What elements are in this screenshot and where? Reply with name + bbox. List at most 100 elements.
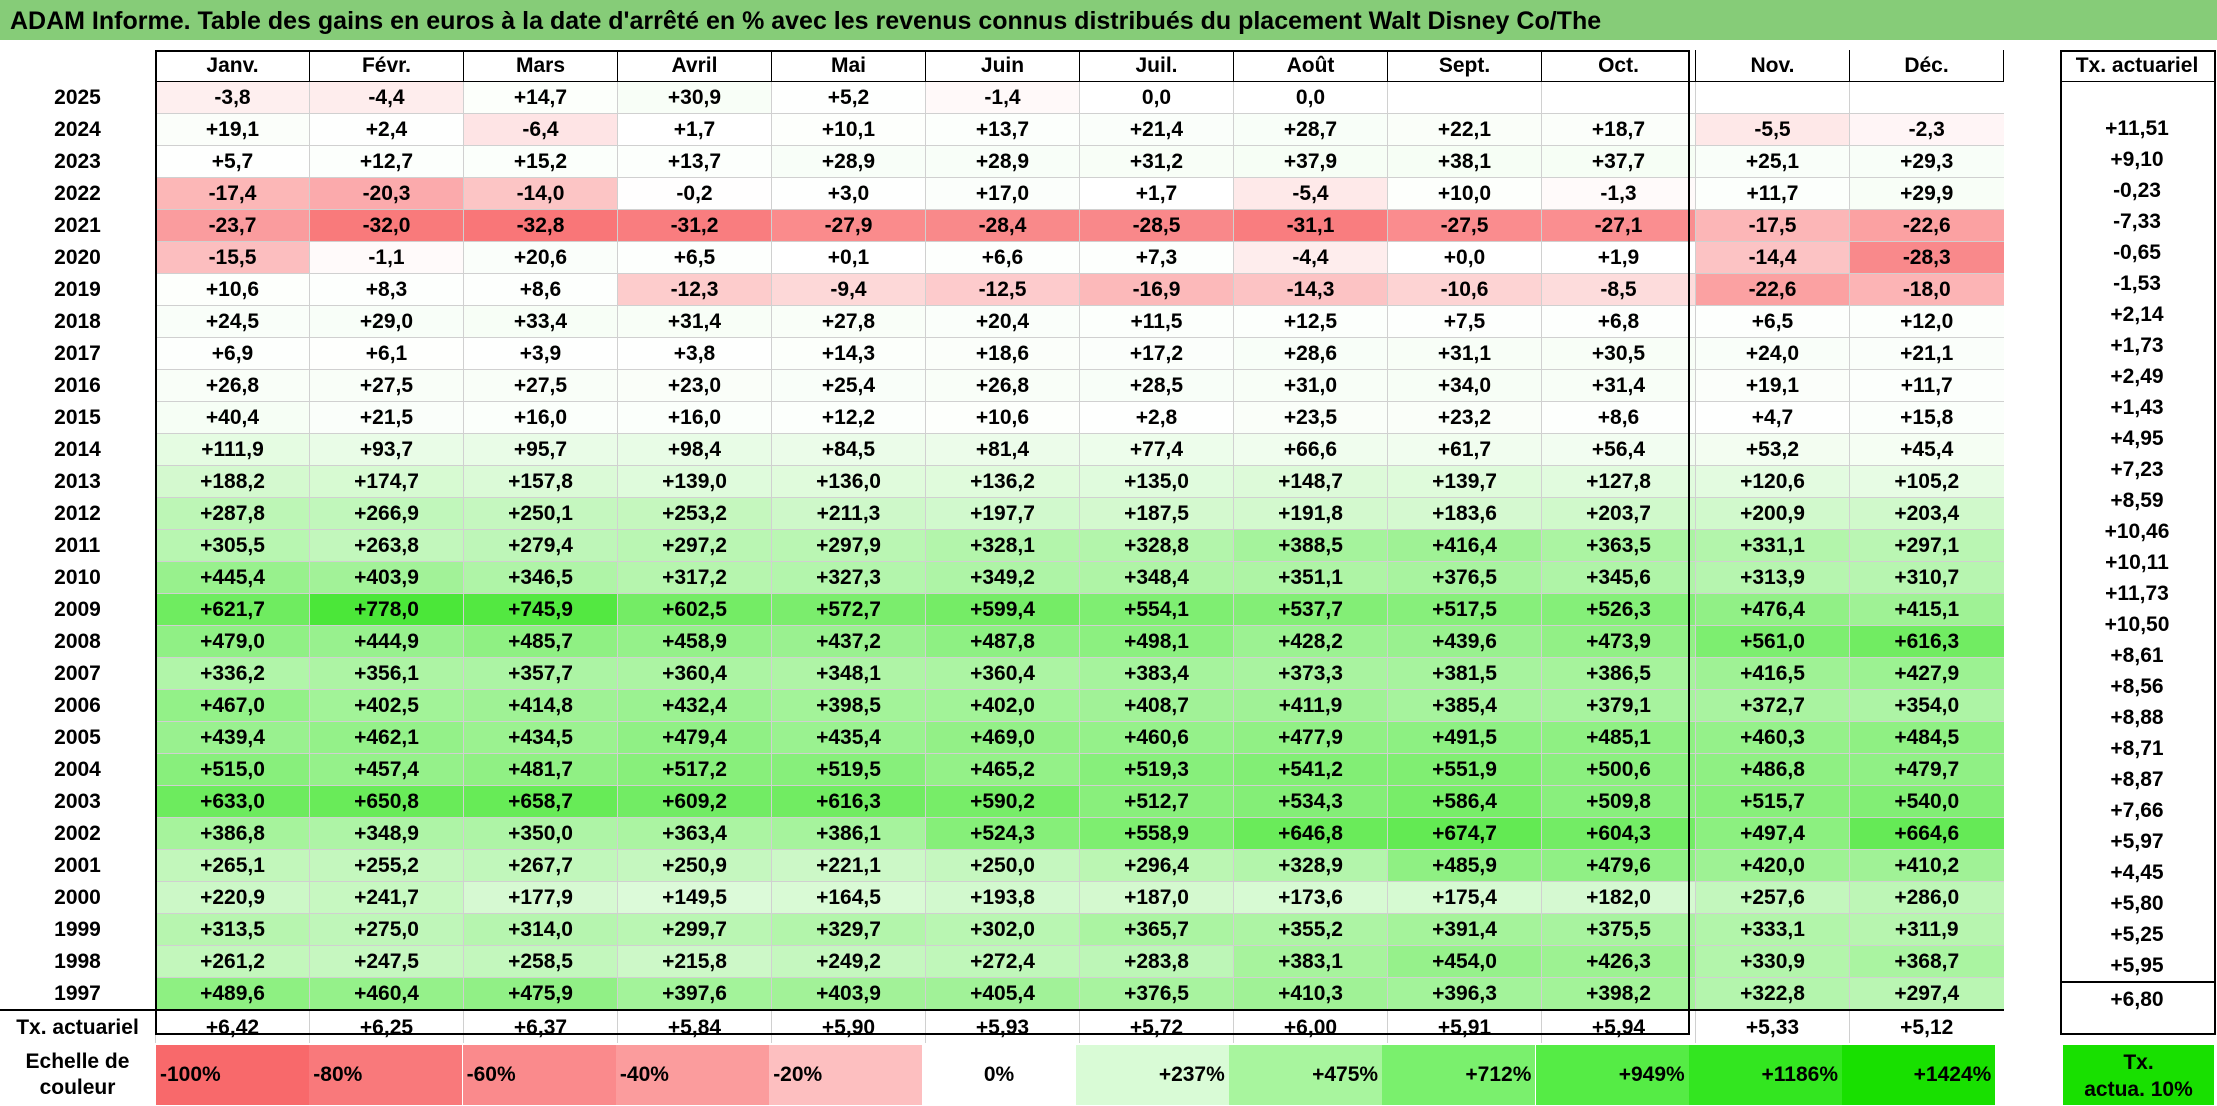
gain-cell: +517,5 <box>1387 593 1542 626</box>
gain-cell: +27,8 <box>771 305 926 338</box>
footer-cell: +5,33 <box>1695 1009 1850 1043</box>
gain-cell: +31,4 <box>1541 369 1696 402</box>
year-label: 2010 <box>54 566 101 589</box>
gain-cell: +10,6 <box>925 401 1080 434</box>
gain-cell: +258,5 <box>463 945 618 978</box>
gain-cell: +313,9 <box>1695 561 1850 594</box>
table-row: 2020 -15,5 -1,1 +20,6 +6,5 +0,1 +6,6 +7,3 -4,4 +0… <box>0 241 2004 274</box>
gain-cell: +135,0 <box>1079 465 1234 498</box>
gains-table: Janv. Févr. Mars Avril Mai Juin Juil. Août Sept.… <box>0 50 2004 1043</box>
gain-cell: +7,3 <box>1079 241 1234 274</box>
gain-cell: +500,6 <box>1541 753 1696 786</box>
gain-cell: +745,9 <box>463 593 618 626</box>
gain-cell: +19,1 <box>1695 369 1850 402</box>
gain-cell: -20,3 <box>309 177 464 210</box>
table-row: 2000 +220,9 +241,7 +177,9 +149,5 +164,5 +193,8… <box>0 881 2004 914</box>
actuariel-cell: +5,80 <box>2110 892 2164 915</box>
year-label: 2008 <box>54 630 101 653</box>
gain-cell: +215,8 <box>617 945 772 978</box>
actuariel-row: +10,46 <box>2060 516 2214 547</box>
gain-cell: -31,2 <box>617 209 772 242</box>
gain-cell: +467,0 <box>155 689 310 722</box>
gain-cell: +253,2 <box>617 497 772 530</box>
gain-cell: +37,7 <box>1541 145 1696 178</box>
table-row: 1997 +489,6 +460,4 +475,9 +397,6 +403,9 +405,4… <box>0 977 2004 1010</box>
gain-cell: +200,9 <box>1695 497 1850 530</box>
gain-cell: +13,7 <box>617 145 772 178</box>
gain-cell: +14,7 <box>463 81 618 114</box>
gain-cell: +17,2 <box>1079 337 1234 370</box>
gain-cell: +0,0 <box>1387 241 1542 274</box>
gain-cell: +29,9 <box>1849 177 2004 210</box>
gain-cell: +191,8 <box>1233 497 1388 530</box>
gain-cell: +8,6 <box>463 273 618 306</box>
gain-cell: -28,5 <box>1079 209 1234 242</box>
table-row: 2013 +188,2 +174,7 +157,8 +139,0 +136,0 +136,2… <box>0 465 2004 498</box>
table-row: 2014 +111,9 +93,7 +95,7 +98,4 +84,5 +81,4 +77,4… <box>0 433 2004 466</box>
gain-cell: +405,4 <box>925 977 1080 1010</box>
gain-cell: -27,5 <box>1387 209 1542 242</box>
gain-cell: +220,9 <box>155 881 310 914</box>
gain-cell: +386,8 <box>155 817 310 850</box>
month-header: Janv. <box>155 50 310 82</box>
gain-cell: +537,7 <box>1233 593 1388 626</box>
gain-cell: +460,4 <box>309 977 464 1010</box>
gain-cell: +485,1 <box>1541 721 1696 754</box>
gain-cell: +348,1 <box>771 657 926 690</box>
gain-cell: +328,8 <box>1079 529 1234 562</box>
table-row: 2007 +336,2 +356,1 +357,7 +360,4 +348,1 +360,4… <box>0 657 2004 690</box>
actuariel-cell: +10,50 <box>2104 613 2170 636</box>
year-label: 2020 <box>54 246 101 269</box>
gain-cell: +314,0 <box>463 913 618 946</box>
gain-cell: +247,5 <box>309 945 464 978</box>
year-label: 2006 <box>54 694 101 717</box>
gain-cell: +541,2 <box>1233 753 1388 786</box>
gain-cell: +15,8 <box>1849 401 2004 434</box>
actuariel-row: +7,23 <box>2060 454 2214 485</box>
actuariel-row: +7,66 <box>2060 795 2214 826</box>
gain-cell: +479,7 <box>1849 753 2004 786</box>
gain-cell: +346,5 <box>463 561 618 594</box>
gain-cell: +435,4 <box>771 721 926 754</box>
gain-cell: +33,4 <box>463 305 618 338</box>
gain-cell: -14,4 <box>1695 241 1850 274</box>
gain-cell: +477,9 <box>1233 721 1388 754</box>
actuariel-row: -7,33 <box>2060 206 2214 237</box>
table-row: 1999 +313,5 +275,0 +314,0 +299,7 +329,7 +302,0… <box>0 913 2004 946</box>
gain-cell: +296,4 <box>1079 849 1234 882</box>
gain-cell: +297,4 <box>1849 977 2004 1010</box>
gain-cell <box>1387 81 1542 114</box>
footer-row: Tx. actuariel +6,42 +6,25 +6,37 +5,84 +5,90 +5… <box>0 1009 2004 1043</box>
actuariel-cell: +10,11 <box>2105 551 2169 574</box>
month-header: Avril <box>617 50 772 82</box>
year-label: 2016 <box>54 374 101 397</box>
footer-label: Tx. actuariel <box>0 1009 156 1043</box>
gain-cell: +20,4 <box>925 305 1080 338</box>
year-label: 2021 <box>54 214 101 237</box>
gain-cell: +6,6 <box>925 241 1080 274</box>
gain-cell: +8,3 <box>309 273 464 306</box>
gain-cell: +396,3 <box>1387 977 1542 1010</box>
table-row: 2004 +515,0 +457,4 +481,7 +517,2 +519,5 +465,2… <box>0 753 2004 786</box>
gain-cell: +497,4 <box>1695 817 1850 850</box>
footer-cell: +6,42 <box>155 1009 310 1043</box>
gain-cell: +372,7 <box>1695 689 1850 722</box>
gain-cell: +21,4 <box>1079 113 1234 146</box>
gain-cell: +28,9 <box>771 145 926 178</box>
gain-cell: +350,0 <box>463 817 618 850</box>
gain-cell: +5,2 <box>771 81 926 114</box>
year-label: 2002 <box>54 822 101 845</box>
gain-cell: +203,4 <box>1849 497 2004 530</box>
actuariel-row: +1,73 <box>2060 330 2214 361</box>
month-header: Juin <box>925 50 1080 82</box>
actuariel-cell: +4,95 <box>2110 427 2164 450</box>
table-row: 2006 +467,0 +402,5 +414,8 +432,4 +398,5 +402,0… <box>0 689 2004 722</box>
gain-cell: +26,8 <box>155 369 310 402</box>
gain-cell: -22,6 <box>1695 273 1850 306</box>
gain-cell: +175,4 <box>1387 881 1542 914</box>
year-label: 1997 <box>54 981 101 1005</box>
gain-cell: +14,3 <box>771 337 926 370</box>
gain-cell: +111,9 <box>155 433 310 466</box>
gain-cell: +333,1 <box>1695 913 1850 946</box>
gain-cell: +275,0 <box>309 913 464 946</box>
